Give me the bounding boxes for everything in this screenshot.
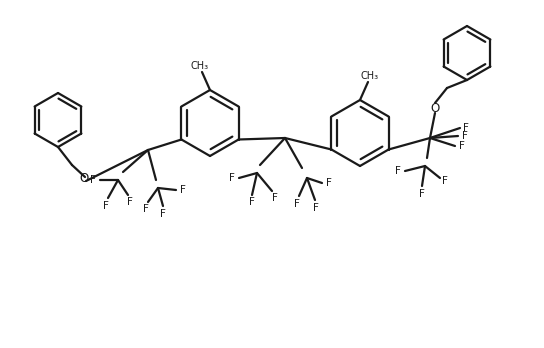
Text: F: F — [442, 176, 448, 186]
Text: O: O — [430, 102, 440, 114]
Text: F: F — [143, 204, 149, 214]
Text: CH₃: CH₃ — [361, 71, 379, 81]
Text: CH₃: CH₃ — [191, 61, 209, 71]
Text: F: F — [272, 193, 278, 203]
Text: F: F — [160, 209, 166, 219]
Text: F: F — [90, 175, 96, 185]
Text: F: F — [229, 173, 235, 183]
Text: F: F — [313, 203, 319, 213]
Text: F: F — [127, 197, 133, 207]
Text: F: F — [103, 201, 109, 211]
Text: F: F — [326, 178, 332, 188]
Text: F: F — [419, 189, 425, 199]
Text: F: F — [459, 141, 465, 151]
Text: F: F — [462, 131, 468, 141]
Text: F: F — [294, 199, 300, 209]
Text: F: F — [249, 197, 255, 207]
Text: O: O — [79, 173, 89, 185]
Text: F: F — [180, 185, 186, 195]
Text: F: F — [395, 166, 401, 176]
Text: F: F — [463, 123, 469, 133]
